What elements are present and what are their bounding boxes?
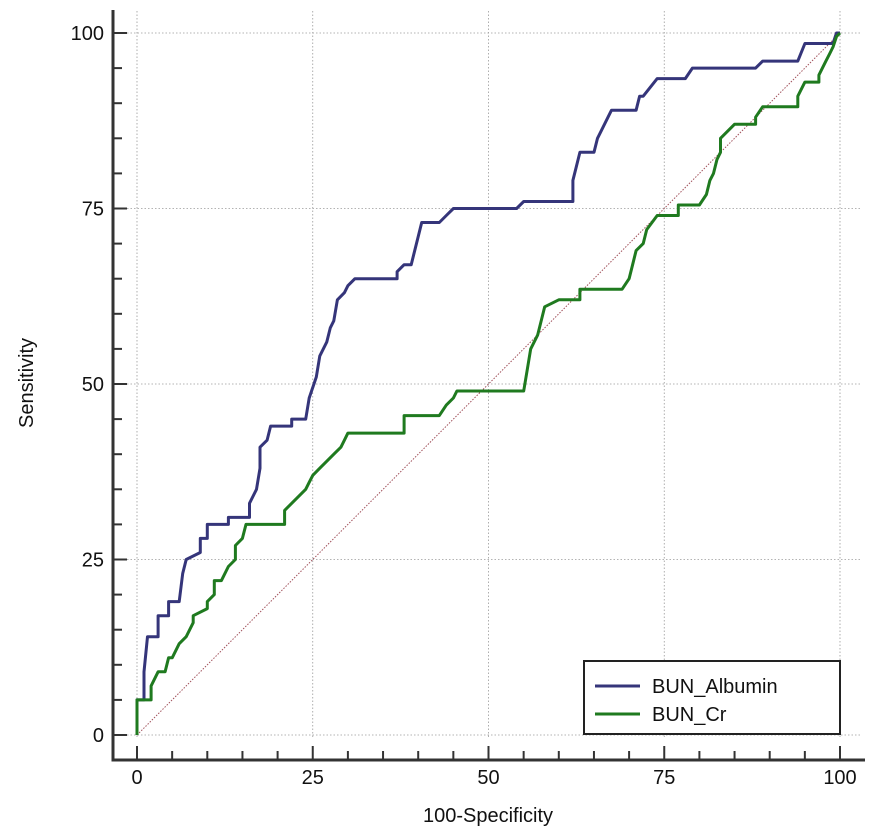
y-axis-title: Sensitivity — [16, 338, 38, 428]
grid — [113, 11, 860, 737]
roc-curve-bun_albumin — [135, 31, 840, 735]
roc-curve-bun_cr — [135, 31, 842, 735]
x-axis-title: 100-Specificity — [423, 805, 553, 827]
x-tick-label: 50 — [477, 767, 499, 789]
reference-diagonal — [136, 32, 841, 736]
legend-label: BUN_Cr — [652, 704, 727, 726]
roc-curves — [135, 31, 842, 735]
y-tick-label: 100 — [71, 23, 104, 45]
legend-box — [583, 660, 841, 735]
x-tick-label: 75 — [653, 767, 675, 789]
x-tick-label: 25 — [302, 767, 324, 789]
y-tick-label: 75 — [82, 199, 104, 221]
x-tick-label: 0 — [131, 767, 142, 789]
x-tick-label: 100 — [823, 767, 856, 789]
y-tick-label: 0 — [93, 725, 104, 747]
y-tick-label: 50 — [82, 374, 104, 396]
legend-label: BUN_Albumin — [652, 676, 778, 698]
y-tick-label: 25 — [82, 550, 104, 572]
axes: 0 25 50 75 100 0 25 50 75 100 — [71, 10, 865, 789]
legend: BUN_Albumin BUN_Cr — [583, 660, 841, 735]
